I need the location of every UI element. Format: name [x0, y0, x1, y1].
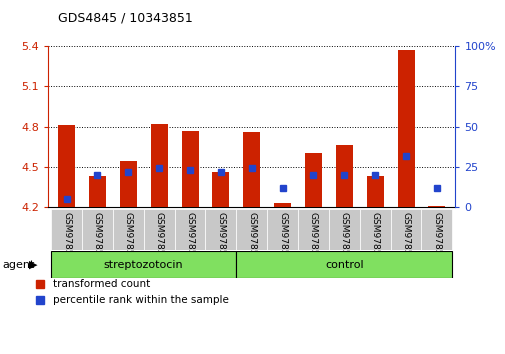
Text: GSM978541: GSM978541 — [432, 212, 440, 267]
Bar — [181, 131, 198, 207]
Text: GSM978538: GSM978538 — [339, 212, 348, 267]
Text: control: control — [324, 259, 363, 270]
Bar — [297, 209, 328, 250]
Bar — [174, 209, 205, 250]
Bar — [335, 145, 352, 207]
Bar — [51, 209, 82, 250]
Text: agent: agent — [3, 259, 35, 270]
Bar — [397, 50, 414, 207]
Bar — [328, 209, 359, 250]
Bar — [305, 153, 321, 207]
Bar — [113, 209, 143, 250]
Text: GSM978544: GSM978544 — [124, 212, 132, 267]
Text: ▶: ▶ — [29, 259, 38, 270]
Text: GDS4845 / 10343851: GDS4845 / 10343851 — [58, 12, 192, 25]
Bar — [89, 176, 106, 207]
Text: GSM978537: GSM978537 — [309, 212, 317, 267]
Text: GSM978536: GSM978536 — [278, 212, 286, 267]
Text: GSM978547: GSM978547 — [216, 212, 225, 267]
Text: GSM978539: GSM978539 — [370, 212, 379, 267]
Bar — [366, 176, 383, 207]
Bar — [274, 203, 290, 207]
Bar — [143, 209, 174, 250]
Text: GSM978545: GSM978545 — [155, 212, 163, 267]
Bar — [421, 209, 451, 250]
Bar — [359, 209, 390, 250]
Bar — [236, 209, 267, 250]
Bar — [82, 209, 113, 250]
Bar — [120, 161, 136, 207]
Text: GSM978540: GSM978540 — [401, 212, 410, 267]
Text: GSM978543: GSM978543 — [93, 212, 102, 267]
Bar — [212, 172, 229, 207]
Bar — [428, 206, 444, 207]
Bar — [236, 251, 451, 278]
Bar — [58, 125, 75, 207]
Text: streptozotocin: streptozotocin — [104, 259, 183, 270]
Text: GSM978546: GSM978546 — [185, 212, 194, 267]
Text: transformed count: transformed count — [53, 279, 149, 289]
Bar — [150, 124, 167, 207]
Bar — [205, 209, 236, 250]
Text: percentile rank within the sample: percentile rank within the sample — [53, 295, 228, 305]
Bar — [267, 209, 297, 250]
Text: GSM978542: GSM978542 — [62, 212, 71, 267]
Bar — [390, 209, 421, 250]
Text: GSM978535: GSM978535 — [247, 212, 256, 267]
Bar — [51, 251, 236, 278]
Bar — [243, 132, 260, 207]
